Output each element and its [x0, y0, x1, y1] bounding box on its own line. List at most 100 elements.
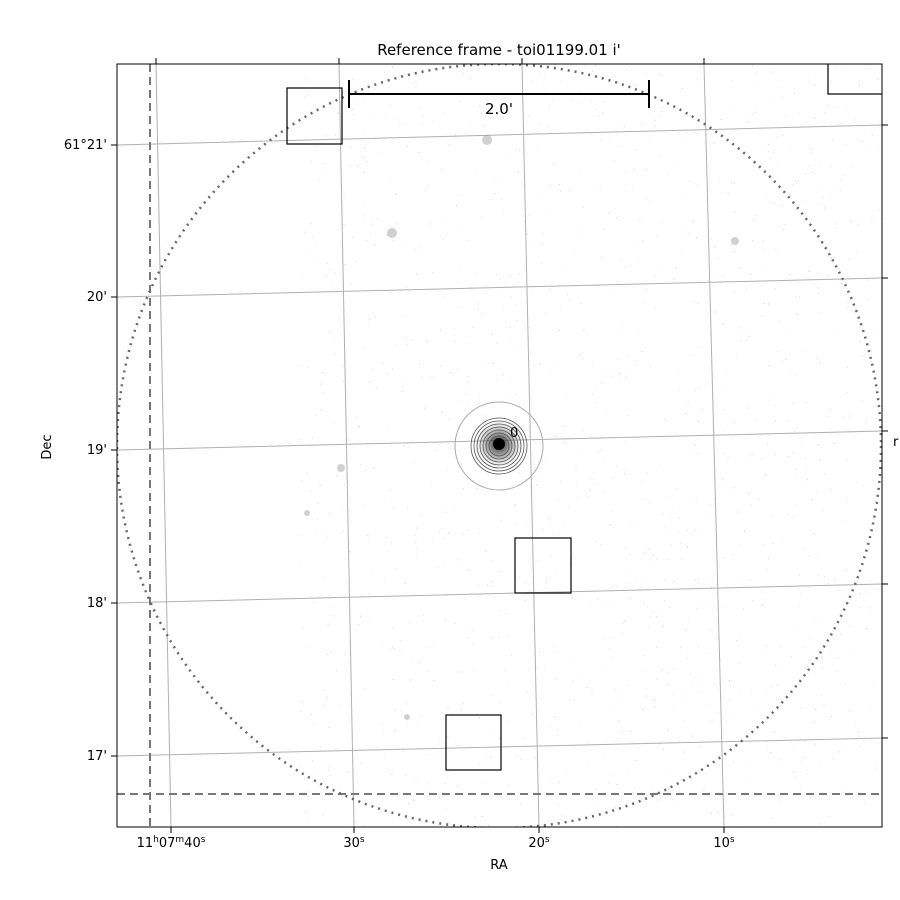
noise-speck: [373, 88, 375, 90]
noise-speck: [492, 560, 494, 562]
noise-speck: [366, 161, 368, 163]
y-tick-label: 20': [87, 290, 107, 305]
noise-speck: [733, 421, 735, 423]
noise-speck: [649, 501, 651, 503]
noise-speck: [517, 171, 519, 173]
noise-speck: [448, 532, 450, 534]
noise-speck: [509, 326, 511, 328]
noise-speck: [599, 190, 601, 192]
noise-speck: [584, 66, 586, 68]
noise-speck: [609, 774, 611, 776]
noise-speck: [748, 579, 750, 581]
noise-speck: [362, 347, 364, 349]
noise-speck: [789, 149, 791, 151]
noise-speck: [407, 506, 408, 508]
noise-speck: [526, 233, 528, 235]
noise-speck: [590, 603, 592, 605]
noise-speck: [628, 770, 630, 772]
noise-speck: [343, 653, 345, 655]
noise-speck: [669, 606, 671, 608]
noise-speck: [715, 444, 717, 446]
noise-speck: [686, 412, 688, 414]
noise-speck: [432, 272, 434, 274]
noise-speck: [343, 380, 344, 382]
noise-speck: [386, 550, 388, 552]
noise-speck: [574, 699, 576, 701]
noise-speck: [673, 668, 675, 670]
noise-speck: [384, 545, 386, 546]
noise-speck: [693, 301, 695, 302]
noise-speck: [404, 123, 406, 125]
noise-speck: [670, 767, 672, 769]
noise-speck: [514, 504, 516, 506]
noise-speck: [416, 273, 418, 275]
noise-speck: [817, 574, 819, 576]
noise-speck: [712, 667, 713, 669]
noise-speck: [617, 698, 619, 700]
noise-speck: [307, 366, 309, 368]
noise-speck: [346, 581, 348, 583]
noise-speck: [769, 157, 771, 159]
noise-speck: [793, 88, 795, 90]
noise-speck: [796, 314, 798, 315]
noise-speck: [323, 162, 325, 164]
noise-speck: [832, 139, 834, 141]
noise-speck: [663, 527, 665, 529]
noise-speck: [703, 142, 705, 144]
noise-speck: [834, 227, 836, 229]
noise-speck: [649, 566, 651, 568]
noise-speck: [740, 340, 742, 342]
noise-speck: [654, 126, 656, 128]
noise-speck: [515, 416, 517, 418]
noise-speck: [462, 703, 464, 705]
noise-speck: [672, 505, 674, 507]
noise-speck: [367, 141, 369, 143]
noise-speck: [389, 489, 391, 491]
noise-speck: [523, 595, 525, 596]
noise-speck: [500, 610, 502, 612]
noise-speck: [724, 816, 726, 818]
noise-speck: [524, 221, 526, 223]
noise-speck: [445, 809, 447, 811]
noise-speck: [617, 281, 618, 282]
noise-speck: [768, 365, 770, 367]
noise-speck: [555, 435, 556, 437]
noise-speck: [400, 640, 402, 642]
noise-speck: [592, 393, 594, 395]
noise-speck: [698, 421, 699, 422]
noise-speck: [842, 417, 844, 419]
noise-speck: [618, 720, 620, 722]
noise-speck: [666, 684, 668, 686]
noise-speck: [431, 376, 433, 378]
y-axis-label: Dec: [40, 434, 55, 459]
noise-speck: [522, 225, 524, 227]
noise-speck: [823, 704, 825, 706]
noise-speck: [385, 537, 387, 539]
noise-speck: [642, 708, 644, 710]
noise-speck: [584, 490, 586, 492]
noise-speck: [761, 722, 763, 724]
x-tick-label: 11h07m40s: [137, 835, 206, 851]
noise-speck: [495, 378, 497, 380]
noise-speck: [466, 71, 468, 73]
x-tick-label: 30s: [343, 835, 365, 851]
noise-speck: [400, 710, 402, 712]
noise-speck: [392, 679, 394, 680]
noise-speck: [797, 180, 799, 182]
noise-speck: [579, 355, 581, 357]
noise-speck: [708, 629, 710, 631]
noise-speck: [329, 722, 331, 724]
noise-speck: [697, 302, 699, 304]
noise-speck: [652, 610, 654, 612]
noise-speck: [313, 602, 315, 603]
noise-speck: [368, 320, 370, 322]
noise-speck: [371, 574, 373, 575]
noise-speck: [505, 613, 507, 615]
noise-speck: [587, 766, 589, 768]
noise-speck: [605, 415, 607, 417]
noise-speck: [736, 640, 738, 642]
noise-speck: [485, 414, 486, 416]
noise-speck: [301, 480, 303, 482]
noise-speck: [782, 541, 784, 543]
noise-speck: [362, 156, 364, 158]
